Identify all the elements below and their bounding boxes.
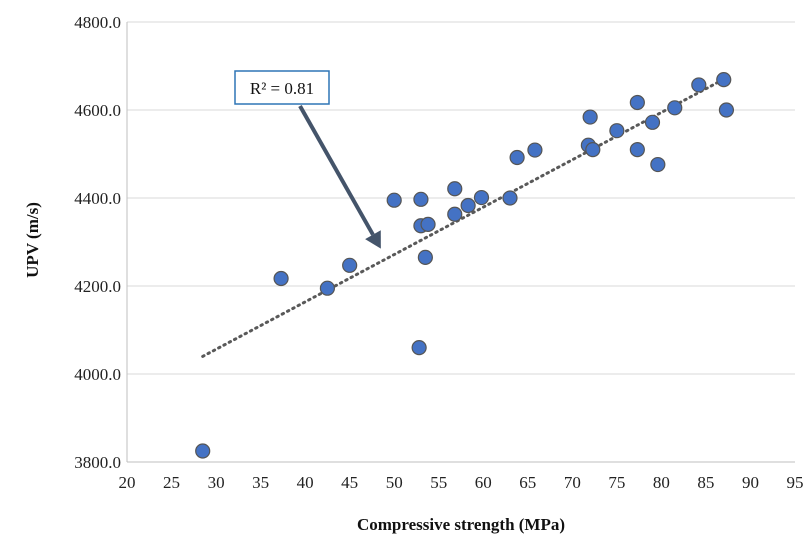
y-tick-label: 4600.0: [74, 101, 121, 120]
data-point: [342, 257, 358, 273]
trendline: [201, 76, 728, 358]
x-tick-label: 60: [475, 473, 492, 492]
y-tick-label: 3800.0: [74, 453, 121, 472]
data-point: [420, 216, 436, 232]
data-point: [460, 197, 476, 214]
axes: [126, 22, 795, 463]
data-point: [629, 94, 645, 111]
x-tick-label: 90: [742, 473, 759, 492]
data-point: [319, 280, 335, 296]
x-tick-label: 50: [386, 473, 403, 492]
data-point: [509, 149, 525, 166]
arrow-head: [365, 230, 381, 249]
x-tick-label: 75: [608, 473, 625, 492]
arrow-shaft: [298, 105, 375, 236]
data-point: [502, 190, 518, 206]
r-squared-box: [234, 70, 330, 105]
data-point: [582, 109, 598, 125]
x-tick-label: 30: [208, 473, 225, 492]
data-point: [273, 270, 289, 287]
data-point: [195, 443, 211, 459]
data-point: [718, 102, 735, 118]
x-tick-label: 65: [519, 473, 536, 492]
data-point: [716, 72, 732, 88]
x-tick-label: 95: [787, 473, 804, 492]
data-point: [411, 340, 427, 356]
y-tick-label: 4200.0: [74, 277, 121, 296]
x-tick-label: 85: [697, 473, 714, 492]
data-points: [195, 72, 735, 459]
data-point: [667, 100, 683, 116]
trendline-group: [201, 76, 728, 358]
x-tick-label: 25: [163, 473, 180, 492]
data-point: [527, 142, 543, 158]
y-tick-label: 4000.0: [74, 365, 121, 384]
data-point: [447, 206, 463, 222]
x-tick-label: 55: [430, 473, 447, 492]
data-point: [473, 189, 490, 206]
data-point: [609, 123, 625, 139]
data-point: [447, 181, 463, 197]
data-point: [413, 191, 429, 207]
data-point: [650, 156, 666, 173]
annotation-group: R² = 0.81: [234, 70, 381, 249]
data-point: [386, 192, 402, 208]
y-tick-label: 4800.0: [74, 13, 121, 32]
x-tick-label: 35: [252, 473, 269, 492]
x-tick-label: 70: [564, 473, 581, 492]
gridlines: [127, 21, 795, 375]
data-point: [691, 77, 707, 93]
x-tick-label: 40: [297, 473, 314, 492]
y-tick-label: 4400.0: [74, 189, 121, 208]
data-point: [585, 142, 601, 158]
data-point: [644, 114, 661, 130]
data-point: [629, 142, 645, 158]
tick-labels: 3800.0 4000.0 4200.0 4400.0 4600.0 4800.0 20 25…: [74, 13, 803, 492]
x-tick-label: 45: [341, 473, 358, 492]
y-axis-title: UPV (m/s): [23, 202, 42, 278]
data-point: [417, 249, 433, 265]
x-tick-label: 80: [653, 473, 670, 492]
r-squared-label: R² = 0.81: [250, 79, 314, 98]
x-tick-label: 20: [119, 473, 136, 492]
x-axis-title: Compressive strength (MPa): [357, 515, 565, 534]
